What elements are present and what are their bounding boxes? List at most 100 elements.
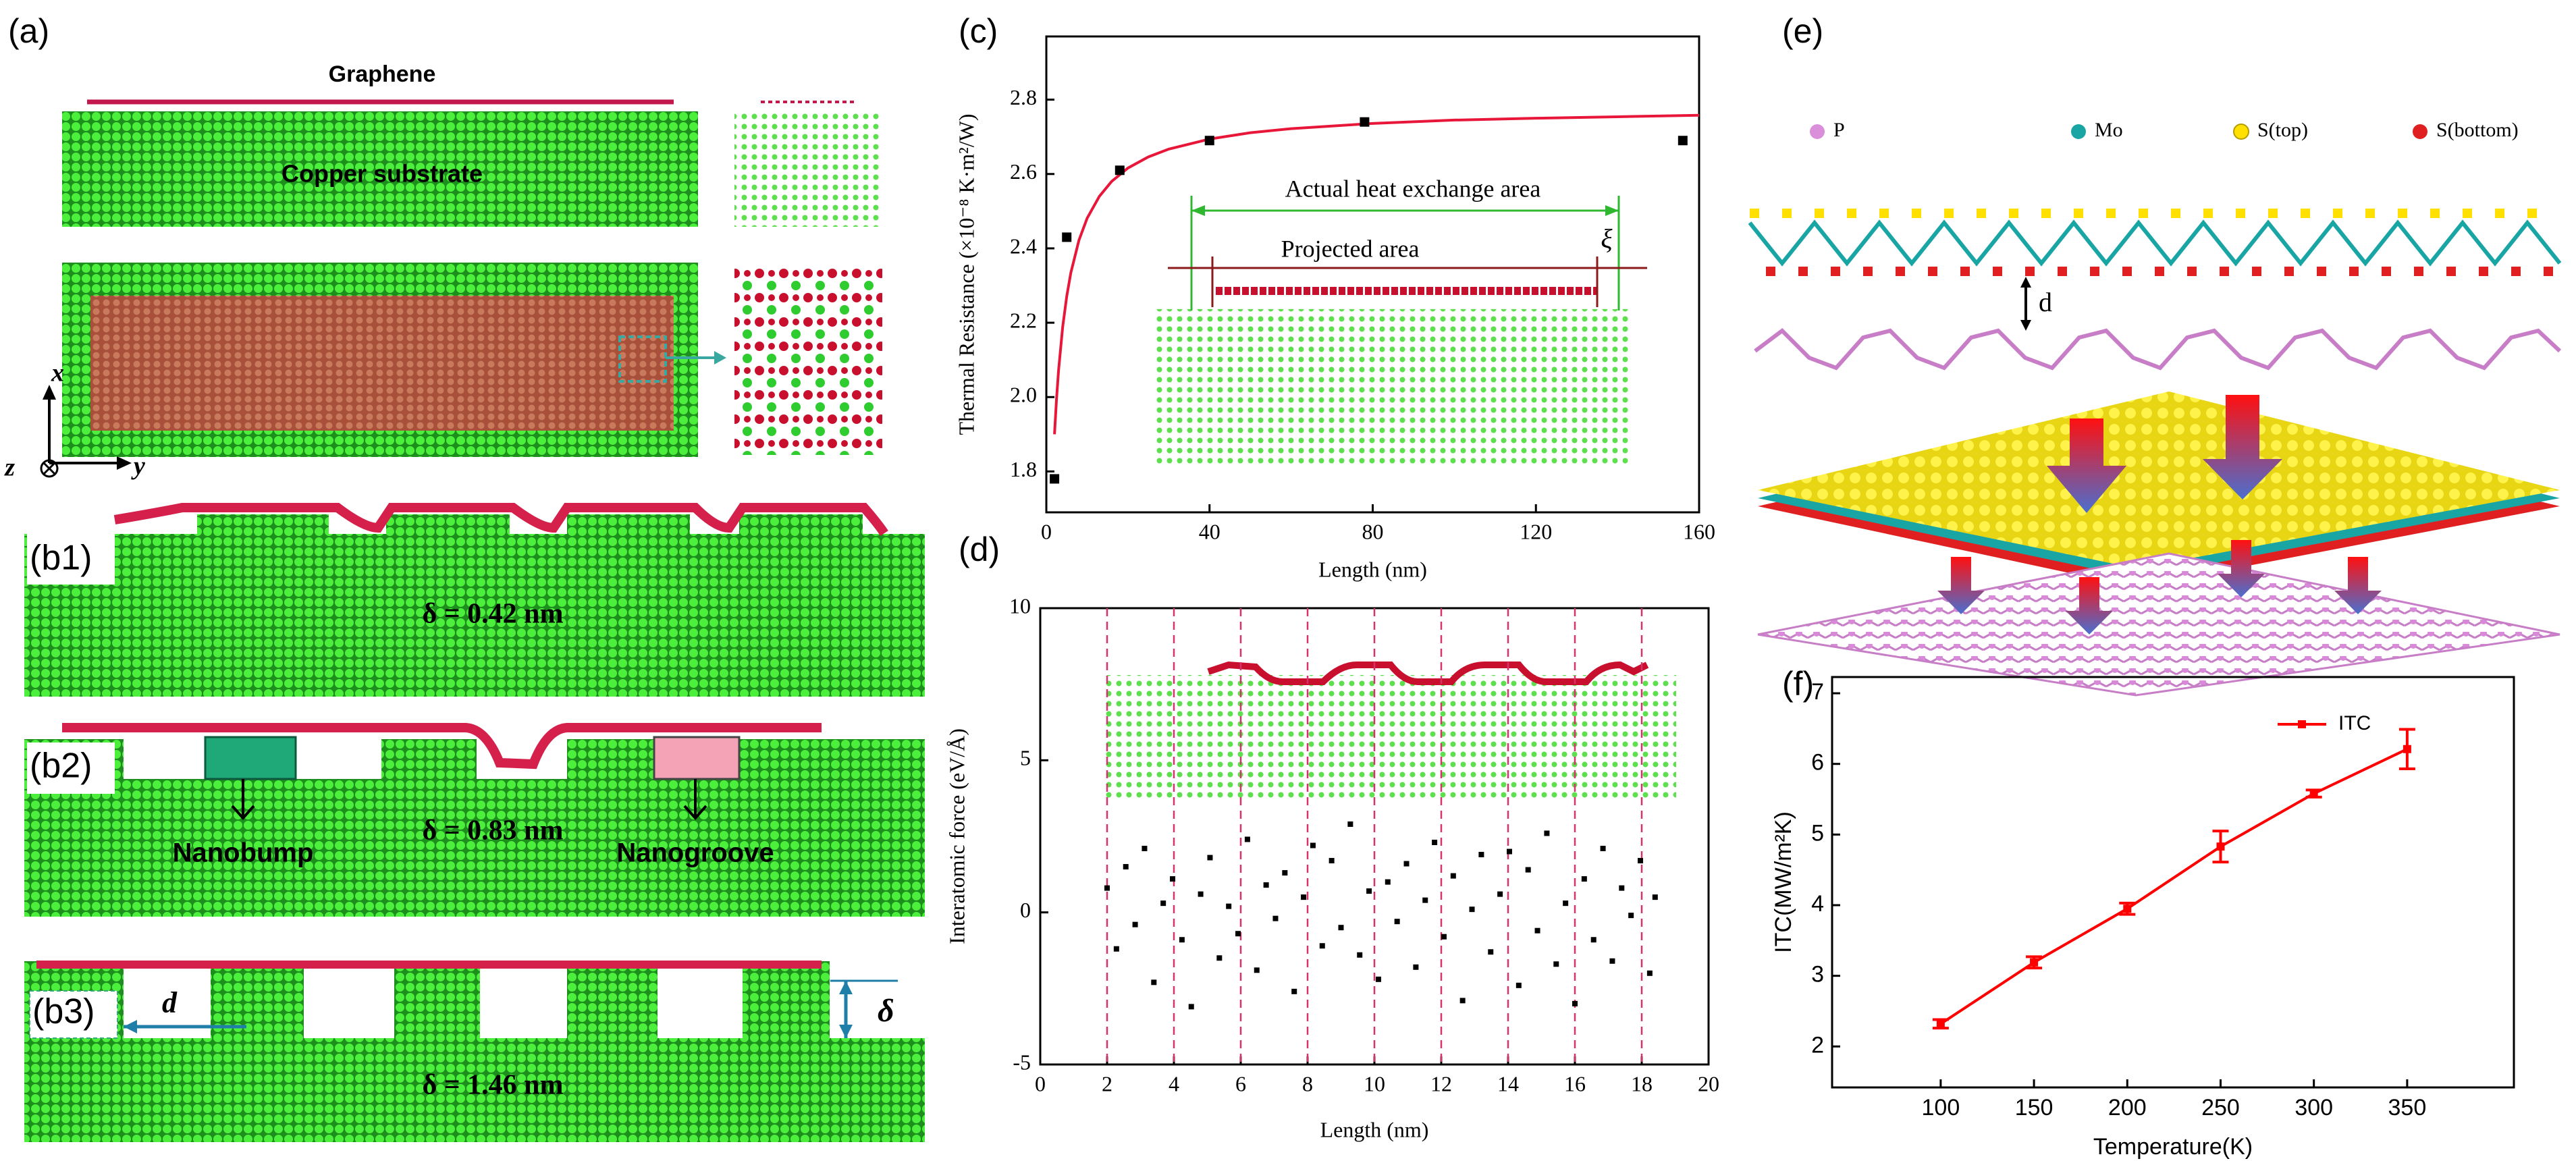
zoom-arrowhead — [714, 351, 726, 364]
data-point — [1609, 958, 1615, 964]
data-point — [1515, 982, 1522, 988]
data-point — [1254, 967, 1260, 973]
data-point — [1525, 867, 1531, 873]
data-point — [1459, 998, 1466, 1004]
x-tick-label: 250 — [2201, 1095, 2240, 1120]
y-tick-label: 2.4 — [1010, 234, 1037, 258]
data-point — [1488, 949, 1494, 955]
block — [743, 961, 830, 1039]
delta-arrowhead — [839, 1025, 853, 1038]
nanogroove — [653, 736, 741, 780]
legend-atom — [2233, 124, 2249, 140]
x-tick-label: 12 — [1430, 1071, 1452, 1096]
axis-z-symbol — [40, 459, 59, 478]
substrate — [24, 534, 925, 697]
x-axis-title: Length (nm) — [1320, 1117, 1429, 1141]
substrate — [24, 779, 925, 917]
x-tick-label: 2 — [1102, 1071, 1112, 1096]
label-box — [27, 742, 115, 794]
data-point — [1360, 117, 1370, 127]
marker — [1936, 1019, 1945, 1028]
panel-d-inset — [1104, 661, 1676, 802]
data-point — [1357, 952, 1363, 958]
data-point — [1123, 864, 1129, 870]
data-point — [1678, 136, 1688, 146]
graphene-top — [90, 296, 674, 431]
data-point — [1619, 885, 1625, 891]
data-point — [1581, 876, 1587, 882]
delta-label: δ = 0.83 nm — [422, 815, 563, 846]
x-tick-label: 14 — [1497, 1071, 1519, 1096]
data-point — [1050, 474, 1060, 484]
data-point — [1132, 921, 1138, 927]
data-point — [1301, 894, 1307, 900]
label-nanobump: Nanobump — [173, 838, 314, 868]
label-box — [27, 533, 115, 585]
legend-marker — [2298, 720, 2306, 728]
legend-label: S(top) — [2257, 119, 2308, 141]
marker — [2309, 789, 2318, 798]
legend-label: S(bottom) — [2436, 119, 2519, 141]
x-axis-title: Temperature(K) — [2093, 1134, 2253, 1160]
x-tick-label: 120 — [1520, 519, 1552, 543]
data-point — [1600, 846, 1606, 852]
x-tick-label: 16 — [1564, 1071, 1586, 1096]
y-tick-label: 5 — [1811, 820, 1824, 846]
y-tick-label: 2.6 — [1010, 159, 1037, 184]
y-tick-label: 2.0 — [1010, 383, 1037, 407]
y-tick-label: 5 — [1020, 746, 1031, 770]
x-tick-label: 200 — [2108, 1095, 2147, 1120]
x-tick-label: 160 — [1683, 519, 1715, 543]
delta-symbol: δ — [878, 993, 894, 1029]
annotation: Actual heat exchange area — [1285, 175, 1541, 202]
data-point — [1646, 970, 1653, 976]
heat-arrow — [2203, 395, 2282, 500]
annotation: ξ — [1601, 223, 1613, 254]
y-tick-label: 7 — [1811, 679, 1824, 705]
d-label: d — [162, 986, 178, 1019]
data-point — [1652, 894, 1658, 900]
nanobump — [204, 736, 297, 780]
annotation: Projected area — [1281, 235, 1420, 262]
data-point — [1235, 931, 1241, 937]
data-point — [1590, 937, 1596, 943]
x-tick-label: 300 — [2295, 1095, 2333, 1120]
axis-z: z — [3, 454, 15, 482]
y-axis-title: Interatomic force (eV/Å) — [944, 728, 969, 944]
arrowhead — [2020, 320, 2031, 331]
data-point — [1553, 961, 1559, 967]
heat-arrow — [2334, 557, 2382, 614]
data-point — [1188, 1004, 1194, 1010]
panel-b2: (b2) Nanobump Nanogroove δ = 0.83 nm — [24, 723, 925, 917]
legend-label: ITC — [2338, 712, 2371, 734]
data-point — [1441, 934, 1447, 940]
pointer-head — [683, 805, 707, 821]
data-point — [1104, 885, 1110, 891]
inset-substrate — [1155, 309, 1630, 465]
data-point — [1413, 964, 1419, 970]
data-point — [1403, 861, 1410, 867]
data-point — [1244, 836, 1250, 842]
graphene — [113, 503, 888, 536]
legend-atom — [2413, 124, 2427, 139]
data-point — [1272, 915, 1279, 921]
data-point — [1432, 840, 1438, 846]
data-point — [1142, 846, 1148, 852]
axis-z-cross — [43, 462, 56, 475]
block — [394, 961, 480, 1039]
x-tick-label: 18 — [1631, 1071, 1653, 1096]
data-point — [1282, 870, 1288, 876]
data-point — [1226, 903, 1232, 909]
x-tick-label: 40 — [1199, 519, 1220, 543]
panel-c-inset: Actual heat exchange area Projected area… — [1155, 175, 1647, 465]
label-substrate: Copper substrate — [281, 160, 483, 188]
data-point — [1179, 937, 1185, 943]
data-point — [1170, 876, 1176, 882]
data-point — [1160, 900, 1166, 907]
x-tick-label: 150 — [2015, 1095, 2054, 1120]
marker — [2403, 745, 2411, 753]
y-tick-label: 2.8 — [1010, 85, 1037, 109]
y-tick-label: 2.2 — [1010, 308, 1037, 332]
y-tick-label: 10 — [1009, 593, 1031, 618]
